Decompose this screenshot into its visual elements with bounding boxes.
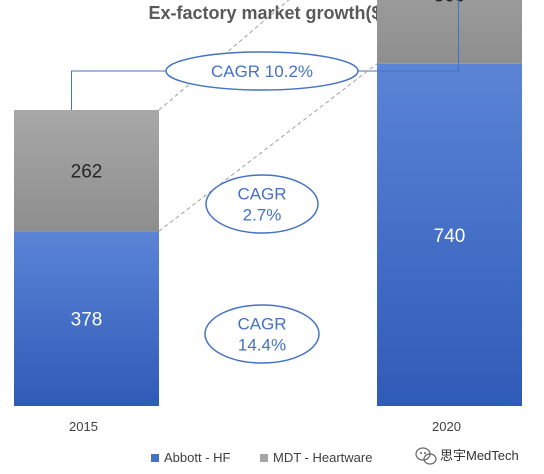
bar-mdt-heartware-2015 — [14, 110, 159, 232]
data-label: 300 — [434, 0, 466, 6]
cagr-label: CAGR 2.7% — [237, 185, 286, 225]
watermark-text: 思宇MedTech — [440, 448, 519, 463]
annotations-layer: CAGR 10.2% CAGR 2.7% CAGR 14.4% — [165, 51, 359, 364]
category-label-2020: 2020 — [432, 419, 461, 434]
bars-layer: 378 262 740 300 — [14, 0, 522, 406]
bar-mdt-heartware-2020 — [377, 0, 522, 64]
legend-label: Abbott - HF — [164, 450, 231, 465]
cagr-ellipse — [205, 174, 319, 234]
chart-title: Ex-factory market growth($m) — [148, 3, 403, 23]
axis-labels-layer: 2015 2020 — [69, 419, 461, 434]
legend-swatch — [260, 454, 268, 462]
wechat-icon — [415, 447, 437, 465]
bar-abbott-hf-2015 — [14, 231, 159, 406]
data-label: 740 — [434, 226, 466, 247]
legend-swatch — [151, 454, 159, 462]
cagr-ellipse — [204, 304, 320, 364]
bar-abbott-hf-2020 — [377, 63, 522, 406]
cagr-ellipse — [165, 51, 359, 91]
cagr-label: CAGR 14.4% — [237, 315, 286, 355]
data-label: 378 — [71, 310, 103, 331]
legend-label: MDT - Heartware — [273, 450, 372, 465]
watermark: 思宇MedTech — [415, 447, 519, 465]
category-label-2015: 2015 — [69, 419, 98, 434]
data-label: 262 — [71, 162, 103, 183]
cagr-label: CAGR 10.2% — [211, 62, 313, 81]
connector-top — [158, 0, 290, 111]
legend: Abbott - HF MDT - Heartware — [151, 450, 372, 465]
connector-mid — [158, 63, 378, 232]
